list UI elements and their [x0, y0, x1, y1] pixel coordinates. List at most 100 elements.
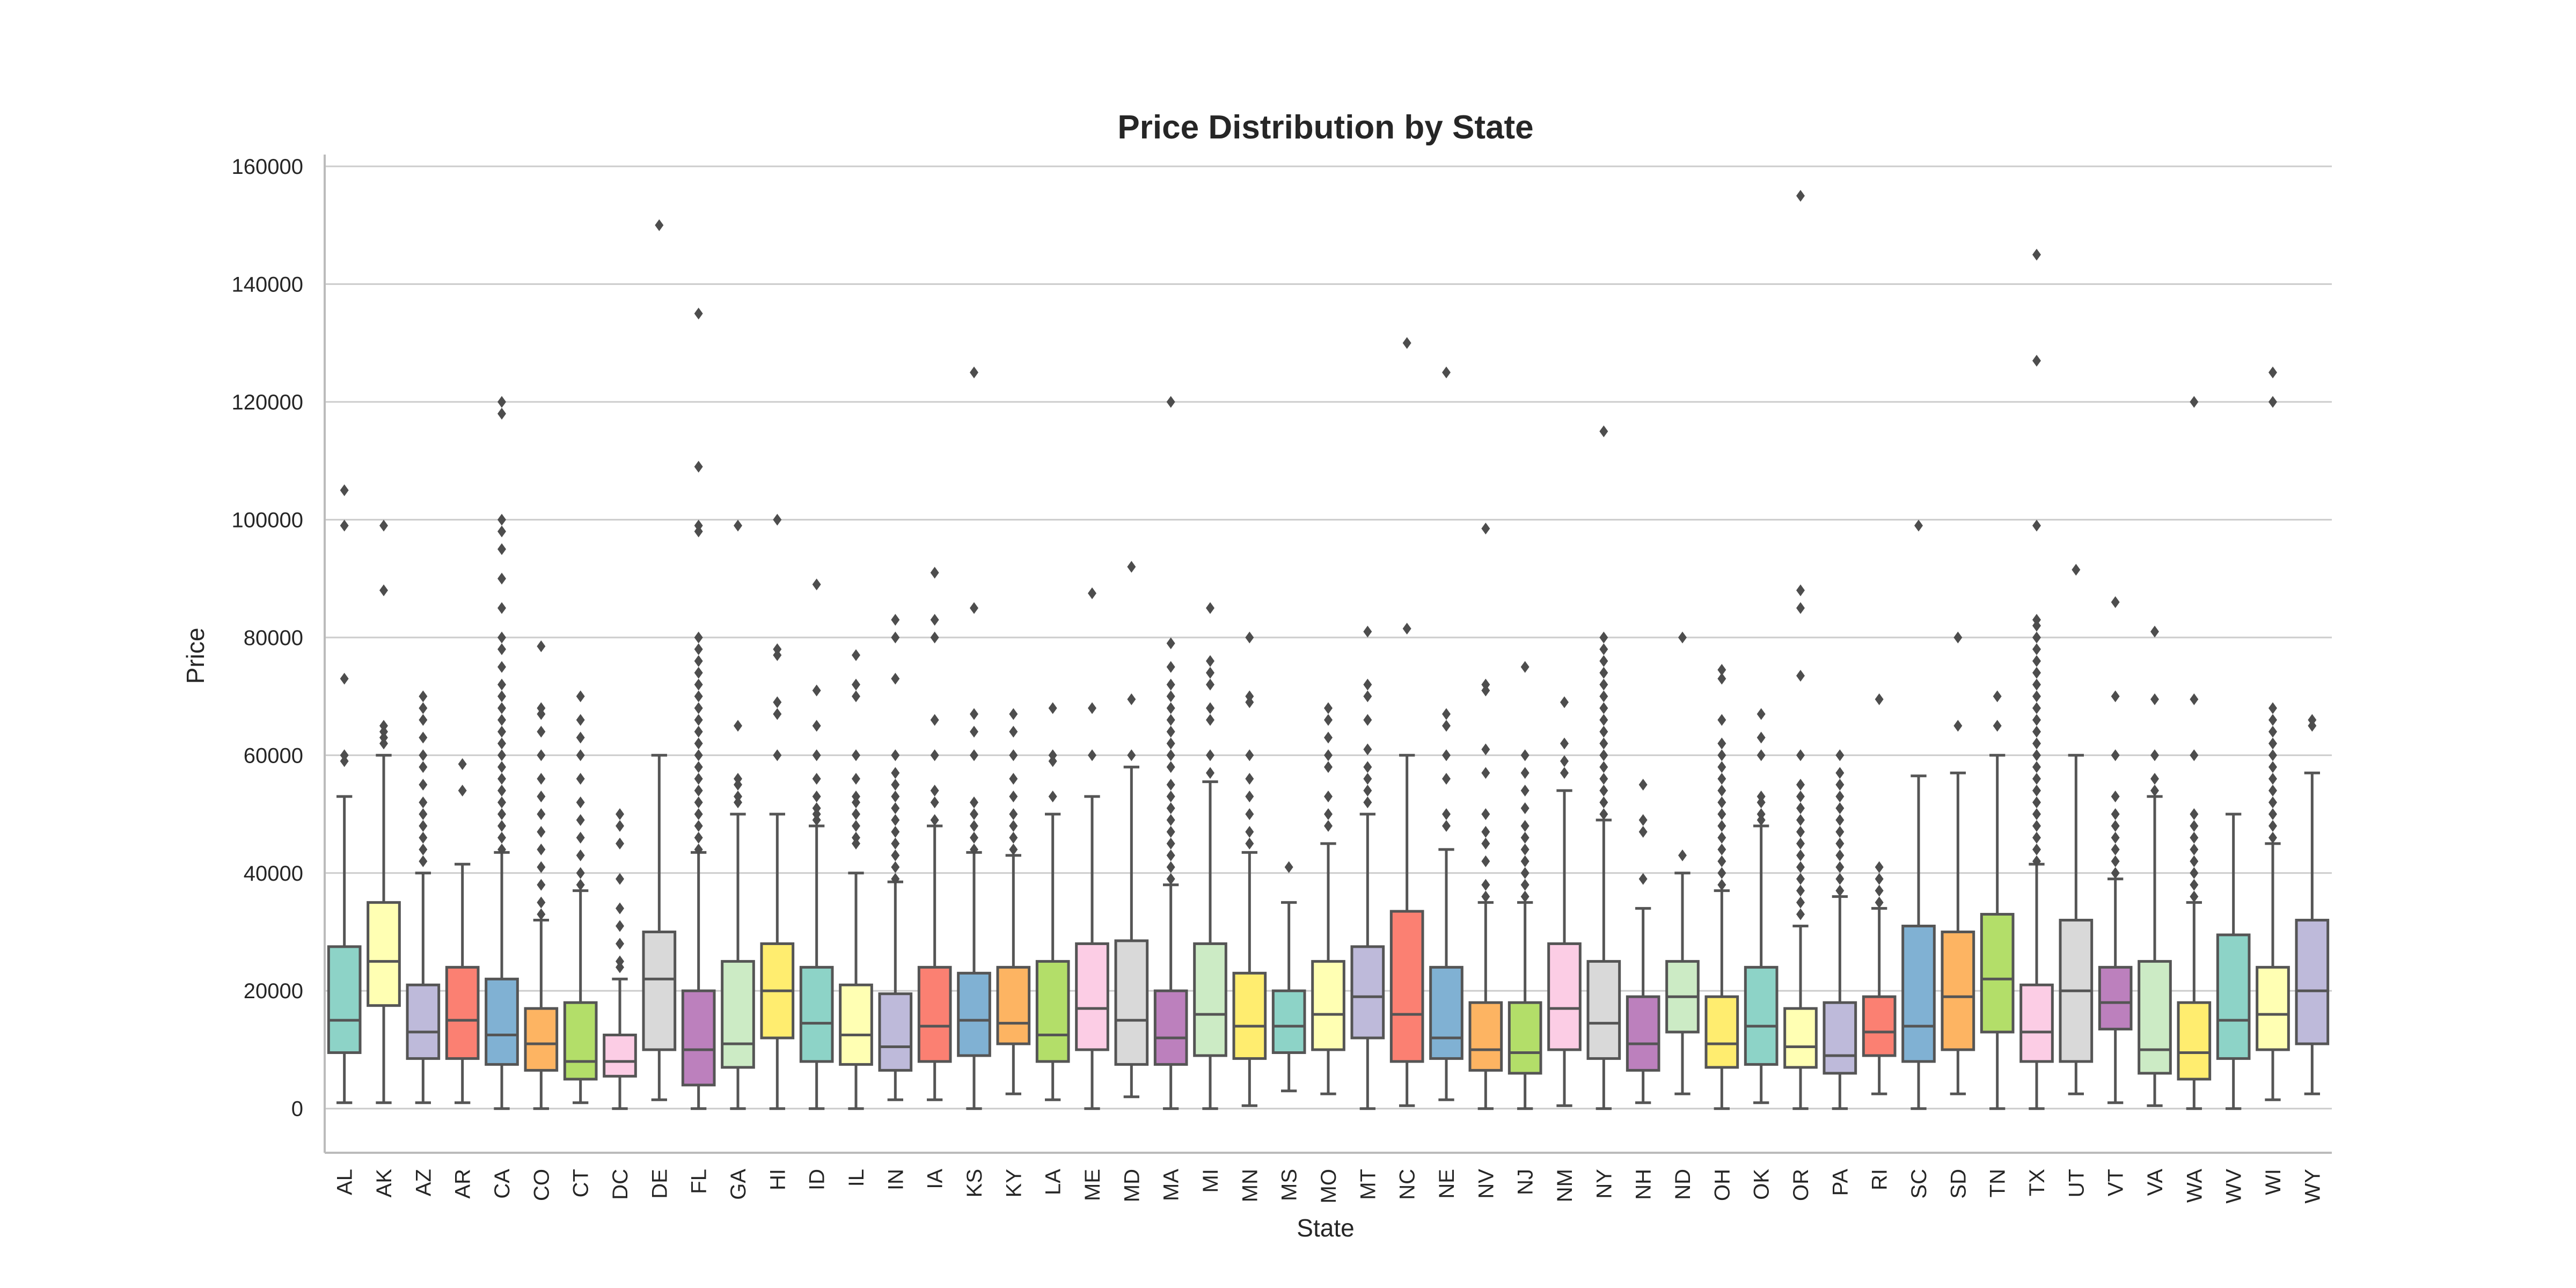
box-ut: [2059, 564, 2094, 1095]
outlier-point: [1796, 602, 1805, 614]
outlier-point: [852, 678, 860, 691]
outlier-point: [1599, 796, 1608, 809]
outlier-point: [1245, 791, 1254, 803]
outlier-point: [1717, 843, 1726, 855]
box-iqr: [603, 1034, 637, 1078]
box-iqr: [2098, 965, 2133, 1031]
outlier-point: [537, 702, 546, 714]
outlier-point: [1835, 749, 1845, 762]
outlier-point: [1206, 655, 1214, 667]
outlier-point: [1245, 837, 1254, 850]
outlier-point: [2190, 843, 2199, 855]
outlier-point: [616, 955, 624, 968]
outlier-point: [655, 219, 664, 231]
box-ri: [1862, 693, 1897, 1095]
outlier-point: [1599, 761, 1608, 773]
x-tick-label: LA: [1042, 1169, 1065, 1195]
outlier-point: [2190, 867, 2199, 879]
box-ky: [996, 708, 1031, 1095]
outlier-point: [2032, 726, 2041, 738]
outlier-point: [694, 726, 703, 738]
outlier-point: [497, 843, 506, 855]
outlier-point: [812, 791, 821, 803]
x-tick-label: OK: [1750, 1169, 1774, 1200]
outlier-point: [1520, 785, 1529, 797]
y-tick-label: 100000: [232, 508, 303, 532]
box-wv: [2216, 813, 2251, 1110]
x-tick-label: NH: [1632, 1169, 1656, 1200]
box-sd: [1941, 631, 1975, 1095]
outlier-point: [497, 808, 506, 821]
box-iqr: [367, 901, 401, 1007]
outlier-point: [2268, 749, 2277, 762]
outlier-point: [576, 731, 585, 744]
box-iqr: [1311, 960, 1345, 1051]
outlier-point: [2268, 737, 2277, 750]
box-iqr: [878, 992, 913, 1072]
outlier-point: [2190, 693, 2199, 706]
x-tick-label: WI: [2262, 1169, 2285, 1195]
outlier-point: [1481, 855, 1490, 867]
box-id: [799, 579, 834, 1110]
box-ok: [1744, 708, 1779, 1104]
outlier-point: [1717, 672, 1726, 685]
outlier-point: [419, 731, 428, 744]
outlier-point: [1757, 731, 1766, 744]
outlier-point: [1206, 678, 1214, 691]
outlier-point: [2032, 773, 2041, 785]
outlier-point: [694, 749, 703, 762]
outlier-point: [1835, 791, 1845, 803]
box-il: [839, 649, 873, 1110]
outlier-point: [891, 802, 900, 815]
outlier-point: [340, 519, 349, 532]
outlier-point: [1560, 737, 1569, 750]
outlier-point: [2072, 564, 2081, 576]
outlier-point: [1875, 896, 1884, 909]
outlier-point: [497, 396, 506, 408]
outlier-point: [497, 514, 506, 526]
outlier-point: [2032, 749, 2041, 762]
outlier-point: [1481, 890, 1490, 903]
outlier-point: [1206, 749, 1214, 762]
outlier-point: [1048, 749, 1057, 762]
boxes: [327, 189, 2330, 1110]
outlier-point: [1560, 755, 1569, 767]
outlier-point: [891, 631, 900, 643]
outlier-point: [2032, 761, 2041, 773]
outlier-point: [1717, 773, 1726, 785]
outlier-point: [1166, 726, 1175, 738]
outlier-point: [1127, 561, 1136, 573]
outlier-point: [891, 814, 900, 826]
outlier-point: [2032, 355, 2041, 367]
outlier-point: [497, 602, 506, 614]
outlier-point: [694, 831, 703, 844]
outlier-point: [1796, 779, 1805, 791]
outlier-point: [812, 802, 821, 815]
outlier-point: [930, 796, 939, 809]
outlier-point: [576, 849, 585, 861]
outlier-point: [1166, 702, 1175, 714]
outlier-point: [1599, 667, 1608, 679]
outlier-point: [1717, 664, 1726, 676]
box-iqr: [485, 977, 519, 1066]
outlier-point: [930, 613, 939, 626]
outlier-point: [2032, 843, 2041, 855]
labels: Price Distribution by State Price State: [181, 109, 1534, 1242]
outlier-point: [1166, 678, 1175, 691]
outlier-point: [1245, 749, 1254, 762]
outlier-point: [1009, 708, 1018, 720]
x-tick-label: MS: [1278, 1169, 1301, 1201]
y-tick-label: 140000: [232, 273, 303, 296]
outlier-point: [497, 643, 506, 655]
outlier-point: [2032, 643, 2041, 655]
outlier-point: [812, 684, 821, 697]
outlier-point: [2268, 367, 2277, 379]
outlier-point: [379, 720, 388, 732]
x-tick-label: ME: [1081, 1169, 1104, 1201]
outlier-point: [773, 643, 782, 655]
box-iqr: [642, 930, 677, 1051]
outlier-point: [970, 843, 978, 855]
outlier-point: [1599, 678, 1608, 691]
outlier-point: [1796, 814, 1805, 826]
outlier-point: [1245, 690, 1254, 702]
